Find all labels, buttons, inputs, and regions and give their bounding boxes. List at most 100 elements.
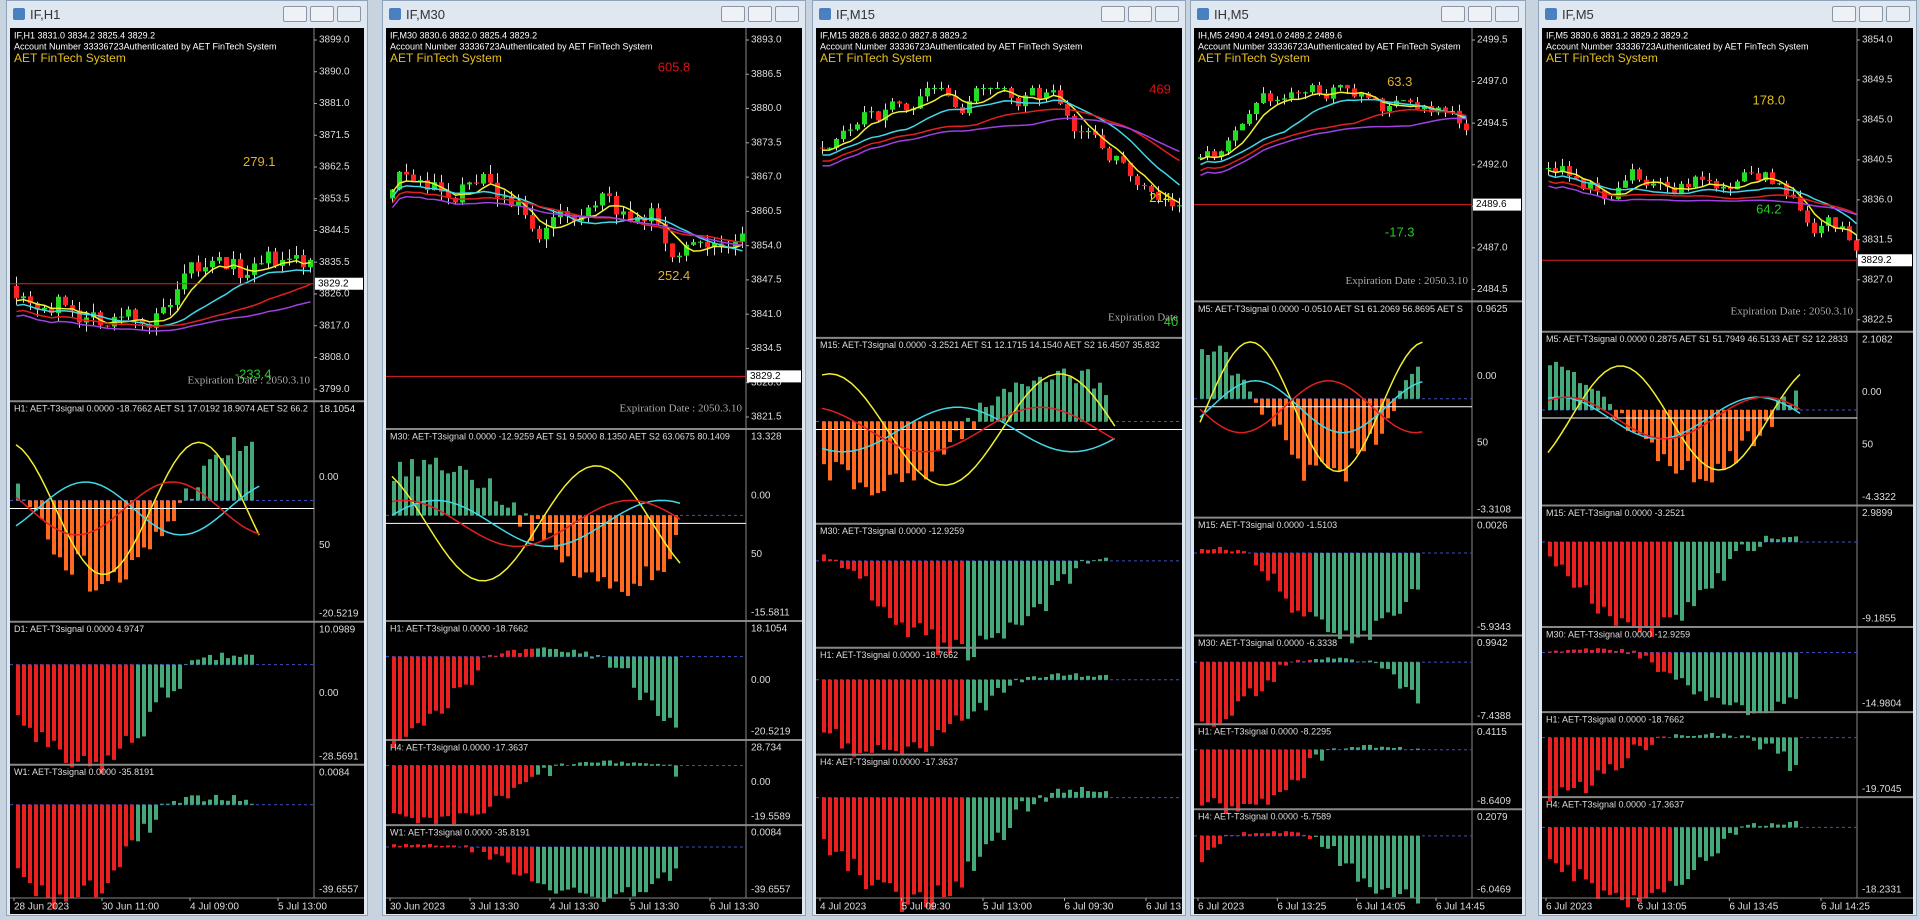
histogram-bar <box>518 515 522 527</box>
histogram-bar <box>1566 737 1570 791</box>
chart-window[interactable]: IH,M5 IH,M5 2490.4 2491.0 2489.2 2489.6 Ac… <box>1190 0 1526 916</box>
candle <box>1721 186 1726 189</box>
histogram-bar <box>846 679 850 744</box>
histogram-bar <box>1338 553 1342 639</box>
histogram-bar <box>924 421 928 480</box>
histogram-bar <box>1596 390 1600 410</box>
chart-window[interactable]: IF,M15 IF,M15 3828.6 3832.0 3827.8 3829.2… <box>812 0 1186 916</box>
histogram-bar <box>506 846 510 863</box>
candle <box>1100 134 1105 149</box>
account-line: Account Number 33336723Authenticated by … <box>14 41 277 51</box>
histogram-bar <box>530 765 534 777</box>
histogram-bar <box>1656 736 1660 738</box>
histogram-bar <box>1056 673 1060 680</box>
histogram-bar <box>1050 379 1054 422</box>
histogram-bar <box>70 500 74 575</box>
histogram-bar <box>1662 652 1666 672</box>
histogram-bar <box>1236 749 1240 812</box>
histogram-bar <box>1104 791 1108 798</box>
histogram-bar <box>76 500 80 555</box>
annotation: 63.3 <box>1387 74 1412 89</box>
histogram-bar <box>876 560 880 607</box>
pane-axis-label: -18.2331 <box>1862 885 1902 896</box>
histogram-bar <box>1254 553 1258 566</box>
histogram-bar <box>1014 382 1018 422</box>
histogram-bar <box>834 559 838 561</box>
quote-line: IF,M5 3830.6 3831.2 3829.2 3829.2 <box>1546 30 1688 40</box>
histogram-bar <box>1278 662 1282 665</box>
minimize-button[interactable] <box>1101 6 1125 22</box>
histogram-bar <box>584 515 588 573</box>
histogram-bar <box>972 679 976 712</box>
histogram-bar <box>1320 835 1324 847</box>
histogram-bar <box>608 515 612 589</box>
candle <box>467 182 472 185</box>
histogram-bar <box>900 560 904 623</box>
maximize-button[interactable] <box>748 6 772 22</box>
histogram-bar <box>398 656 402 741</box>
histogram-bar <box>1632 541 1636 628</box>
maximize-button[interactable] <box>1468 6 1492 22</box>
histogram-bar <box>638 846 642 893</box>
maximize-button[interactable] <box>1128 6 1152 22</box>
candle <box>1805 210 1810 223</box>
candle <box>1128 162 1133 177</box>
maximize-button[interactable] <box>1859 6 1883 22</box>
chart-window[interactable]: IF,M5 IF,M5 3830.6 3831.2 3829.2 3829.2 Ac… <box>1538 0 1917 916</box>
candle <box>294 255 299 259</box>
minimize-button[interactable] <box>283 6 307 22</box>
chart-window[interactable]: IF,M30 IF,M30 3830.6 3832.0 3825.4 3829.2… <box>382 0 806 916</box>
histogram-bar <box>662 846 666 873</box>
histogram-bar <box>614 656 618 668</box>
price-label: 3836.0 <box>1862 195 1893 206</box>
histogram-bar <box>1776 737 1780 754</box>
minimize-button[interactable] <box>1441 6 1465 22</box>
candle <box>1275 99 1280 102</box>
histogram-bar <box>28 804 32 884</box>
histogram-bar <box>1392 835 1396 898</box>
close-button[interactable] <box>1155 6 1179 22</box>
price-label: 2484.5 <box>1477 284 1508 295</box>
histogram-bar <box>494 655 498 657</box>
histogram-bar <box>954 560 958 640</box>
candle <box>1756 173 1761 181</box>
histogram-bar <box>1614 650 1618 653</box>
minimize-button[interactable] <box>721 6 745 22</box>
histogram-bar <box>428 843 432 847</box>
close-button[interactable] <box>337 6 361 22</box>
close-button[interactable] <box>1495 6 1519 22</box>
close-button[interactable] <box>1886 6 1910 22</box>
histogram-bar <box>1320 553 1324 620</box>
minimize-button[interactable] <box>1832 6 1856 22</box>
histogram-bar <box>100 804 104 894</box>
histogram-bar <box>488 654 492 657</box>
histogram-bar <box>1266 749 1270 805</box>
x-axis-label: 6 Jul 13:05 <box>1638 902 1687 913</box>
close-button[interactable] <box>775 6 799 22</box>
histogram-bar <box>404 476 408 516</box>
histogram-bar <box>398 765 402 815</box>
histogram-bar <box>578 653 582 657</box>
pane-axis-label: 0.00 <box>319 688 339 699</box>
histogram-bar <box>1362 661 1366 663</box>
chart-window[interactable]: IF,H1 IF,H1 3831.0 3834.2 3825.4 3829.2 Ac… <box>6 0 368 916</box>
histogram-bar <box>608 846 612 899</box>
candle <box>1833 217 1838 229</box>
histogram-bar <box>1788 737 1792 772</box>
maximize-button[interactable] <box>310 6 334 22</box>
histogram-bar <box>1200 548 1204 554</box>
x-axis-label: 5 Jul 13:00 <box>278 902 327 913</box>
histogram-bar <box>1206 749 1210 803</box>
histogram-bar <box>828 797 832 856</box>
histogram-bar <box>452 845 456 847</box>
histogram-bar <box>1386 835 1390 888</box>
histogram-bar <box>1710 732 1714 738</box>
candle <box>418 180 423 182</box>
account-line: Account Number 33336723Authenticated by … <box>390 41 653 51</box>
price-label: 3867.0 <box>751 172 782 183</box>
histogram-bar <box>1560 651 1564 653</box>
candle <box>698 241 703 243</box>
candle <box>1854 240 1859 251</box>
candle <box>77 310 82 323</box>
histogram-bar <box>22 664 26 726</box>
